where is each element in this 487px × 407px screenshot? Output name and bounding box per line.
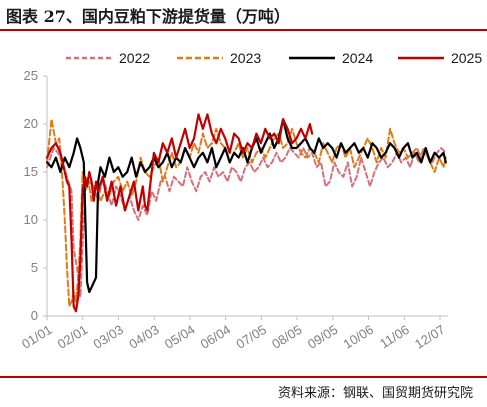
- x-tick-label: 12/07: [412, 322, 448, 352]
- y-tick-label: 15: [24, 164, 38, 179]
- legend-label-2025: 2025: [451, 50, 482, 66]
- y-tick-label: 10: [24, 212, 38, 227]
- series-line-2024: [45, 118, 447, 294]
- x-tick-label: 03/03: [90, 322, 126, 352]
- source-divider: [0, 376, 487, 378]
- x-tick-label: 11/06: [377, 322, 412, 351]
- x-tick-label: 07/05: [233, 322, 269, 352]
- x-tick-label: 02/01: [55, 322, 91, 352]
- y-tick-label: 5: [31, 260, 38, 275]
- series-line-2025: [45, 113, 314, 313]
- y-tick-label: 20: [24, 116, 38, 131]
- series-line-2022: [46, 147, 447, 298]
- legend-label-2024: 2024: [342, 50, 373, 66]
- legend-label-2023: 2023: [230, 50, 261, 66]
- x-tick-label: 09/05: [305, 322, 341, 352]
- legend-label-2022: 2022: [119, 50, 150, 66]
- x-tick-label: 04/03: [126, 322, 162, 352]
- chart-title: 图表 27、国内豆粕下游提货量（万吨）: [6, 7, 290, 26]
- x-tick-label: 10/06: [341, 322, 377, 352]
- y-tick-label: 25: [24, 68, 38, 83]
- series-lines: [45, 113, 447, 313]
- legend: 2022 2023 2024 2025: [66, 50, 482, 66]
- x-tick-label: 08/05: [269, 322, 305, 352]
- y-tick-label: 0: [31, 308, 38, 323]
- source-note: 资料来源：钢联、国贸期货研究院: [277, 386, 473, 401]
- x-tick-label: 06/04: [198, 322, 234, 352]
- x-tick-label: 05/04: [162, 322, 198, 352]
- title-divider: [0, 29, 487, 31]
- x-tick-label: 01/01: [19, 322, 55, 352]
